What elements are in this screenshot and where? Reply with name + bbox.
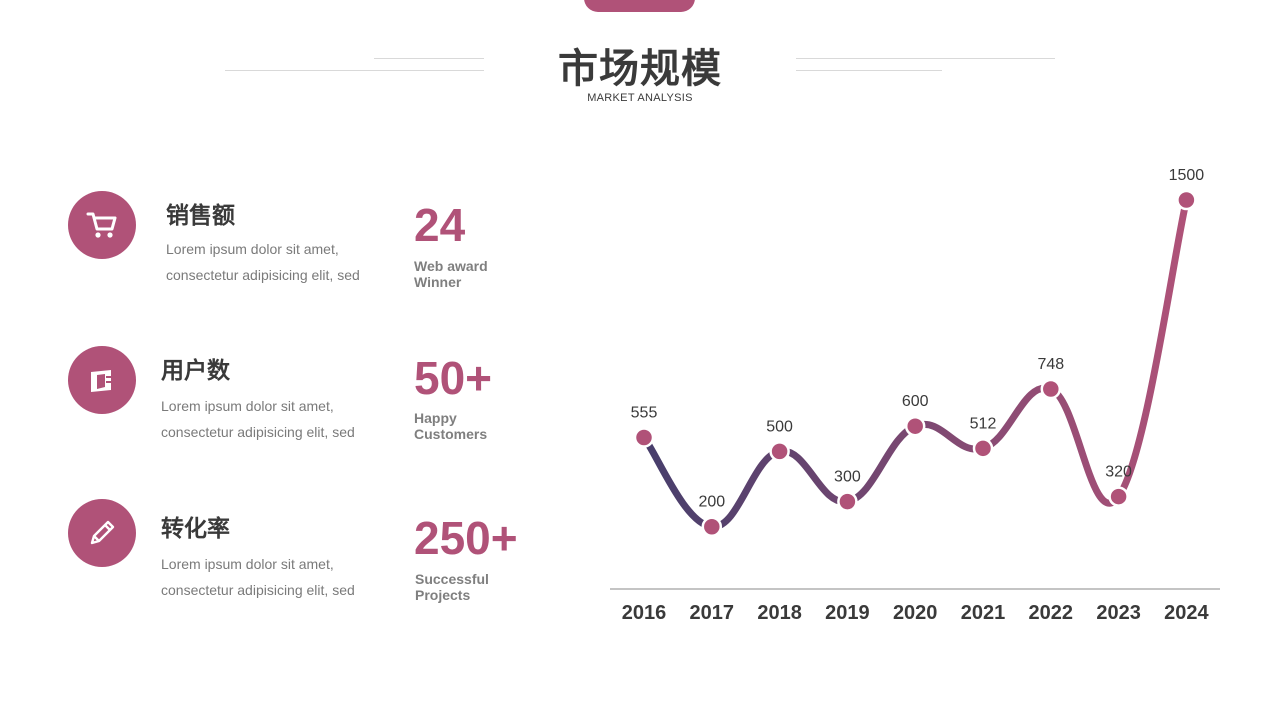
x-tick-label-2016: 2016: [622, 602, 667, 624]
data-label-2017: 200: [698, 494, 725, 511]
market-size-line-chart: 555 200 500 300 600 512 748 320 1500 2016 2017 201…: [610, 167, 1220, 624]
title-rule-right-long: [796, 58, 1055, 59]
feature-icon-circle: [68, 499, 136, 567]
x-tick-label-2021: 2021: [961, 602, 1006, 624]
data-point-2019: [837, 491, 858, 512]
data-label-2018: 500: [766, 418, 793, 435]
pencil-icon: [90, 520, 115, 545]
page-title: 市场规模: [558, 47, 722, 91]
wallet-icon: [91, 370, 111, 392]
feature-desc-users: Lorem ipsum dolor sit amet, consectetur …: [161, 398, 355, 440]
feature-icon-circle: [68, 346, 136, 414]
data-label-2020: 600: [902, 393, 929, 410]
data-label-2016: 555: [631, 405, 658, 422]
x-tick-label-2024: 2024: [1164, 602, 1209, 624]
x-tick-label-2019: 2019: [825, 602, 870, 624]
stat-number-awards: 24: [414, 199, 466, 251]
feature-title-users: 用户数: [161, 357, 230, 383]
title-rule-right-short: [796, 70, 942, 71]
data-point-2023: [1108, 486, 1129, 507]
data-point-2017: [701, 516, 723, 537]
data-label-2023: 320: [1105, 464, 1132, 481]
shopping-cart-icon: [86, 212, 117, 238]
feature-icon-circle: [68, 191, 136, 259]
stat-label-awards: Web award Winner: [414, 258, 488, 290]
x-tick-label-2018: 2018: [757, 602, 802, 624]
stat-number-customers: 50+: [414, 352, 493, 404]
x-tick-label-2023: 2023: [1096, 602, 1141, 624]
data-point-2020: [904, 415, 926, 437]
title-rule-left-short: [374, 58, 484, 59]
stat-label-projects: Successful Projects: [415, 571, 489, 603]
data-label-2019: 300: [834, 469, 861, 486]
feature-desc-conversion: Lorem ipsum dolor sit amet, consectetur …: [161, 556, 355, 598]
data-point-2016: [633, 427, 655, 448]
feature-desc-sales: Lorem ipsum dolor sit amet, consectetur …: [166, 241, 360, 283]
top-accent-tab: [584, 0, 695, 12]
title-rule-left-long: [225, 70, 484, 71]
x-tick-label-2020: 2020: [893, 602, 938, 624]
x-tick-label-2022: 2022: [1029, 602, 1074, 624]
data-label-2021: 512: [970, 415, 997, 432]
data-point-2021: [972, 438, 994, 459]
data-label-2022: 748: [1037, 356, 1064, 373]
data-point-2018: [769, 441, 790, 462]
stat-number-projects: 250+: [414, 512, 518, 564]
stat-label-customers: Happy Customers: [414, 410, 488, 442]
data-label-2024: 1500: [1169, 167, 1205, 184]
data-point-2022: [1040, 378, 1062, 400]
feature-title-conversion: 转化率: [161, 515, 230, 541]
data-point-2024: [1176, 189, 1197, 211]
page-subtitle: MARKET ANALYSIS: [587, 92, 693, 104]
feature-title-sales: 销售额: [166, 202, 235, 228]
x-tick-label-2017: 2017: [690, 602, 735, 624]
